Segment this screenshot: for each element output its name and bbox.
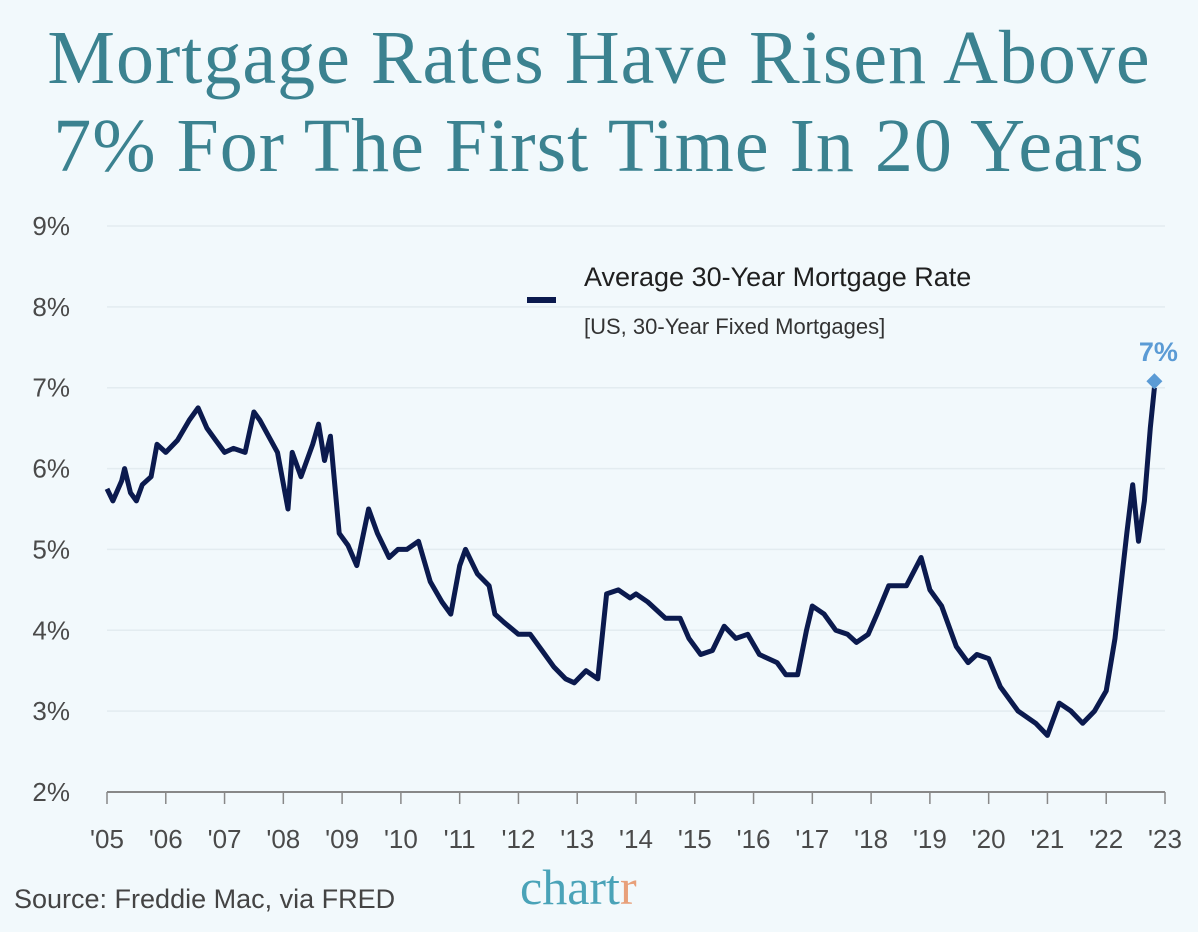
- y-tick-label: 2%: [32, 777, 70, 807]
- chartr-logo: chartr: [520, 858, 637, 916]
- y-tick-label: 6%: [32, 454, 70, 484]
- x-tick-label: '08: [266, 824, 300, 854]
- x-tick-label: '23: [1148, 824, 1182, 854]
- x-tick-label: '11: [444, 824, 476, 854]
- x-tick-label: '10: [384, 824, 418, 854]
- y-tick-label: 8%: [32, 292, 70, 322]
- x-tick-label: '05: [90, 824, 124, 854]
- y-tick-label: 4%: [32, 615, 70, 645]
- y-tick-label: 9%: [32, 211, 70, 241]
- x-tick-label: '06: [149, 824, 183, 854]
- y-tick-label: 7%: [32, 373, 70, 403]
- chart-title-line-1: Mortgage Rates Have Risen Above: [47, 16, 1151, 100]
- chart-title-line-2: 7% For The First Time In 20 Years: [53, 104, 1145, 188]
- x-tick-label: '13: [560, 824, 594, 854]
- legend-series-name: Average 30-Year Mortgage Rate: [584, 262, 972, 292]
- logo-main: chart: [520, 859, 620, 915]
- series-line-mortgage-rate: [104, 387, 1157, 738]
- legend-subtitle: [US, 30-Year Fixed Mortgages]: [584, 314, 886, 339]
- x-tick-label: '09: [325, 824, 359, 854]
- annotation-diamond-marker: [1146, 373, 1163, 390]
- x-tick-label: '16: [737, 824, 771, 854]
- logo-accent: r: [619, 859, 637, 915]
- x-tick-label: '07: [208, 824, 242, 854]
- x-tick-label: '21: [1030, 824, 1064, 854]
- x-tick-label: '18: [854, 824, 888, 854]
- y-tick-label: 3%: [32, 696, 70, 726]
- y-tick-label: 5%: [32, 534, 70, 564]
- annotation-label: 7%: [1139, 337, 1178, 367]
- x-tick-label: '22: [1089, 824, 1123, 854]
- x-tick-label: '17: [795, 824, 829, 854]
- x-tick-label: '19: [913, 824, 947, 854]
- x-tick-label: '20: [972, 824, 1006, 854]
- x-tick-label: '12: [501, 824, 535, 854]
- legend-swatch: [527, 297, 556, 303]
- source-note: Source: Freddie Mac, via FRED: [14, 884, 396, 914]
- x-tick-label: '14: [619, 824, 653, 854]
- x-tick-label: '15: [678, 824, 712, 854]
